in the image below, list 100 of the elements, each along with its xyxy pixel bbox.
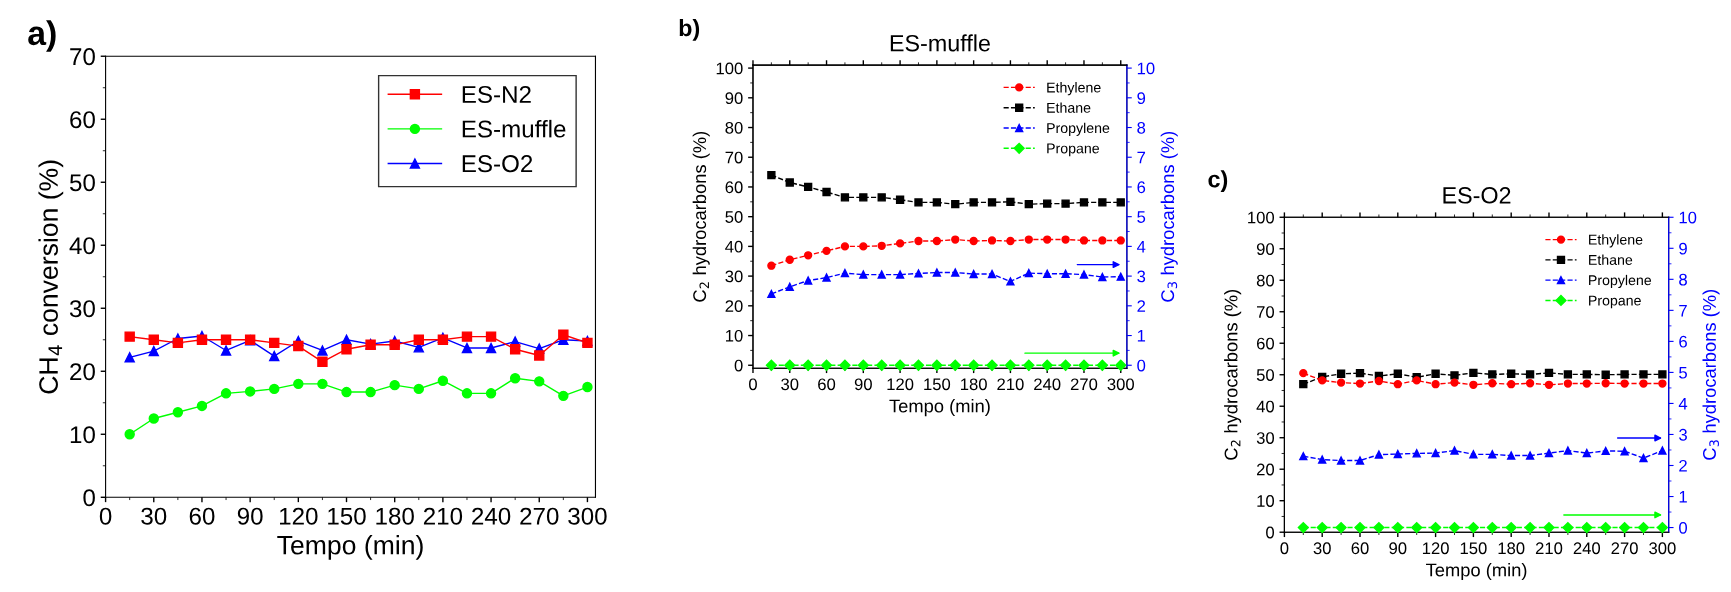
- y2-axis-title: C$_{3}$ hydrocarbons (%): [1702, 289, 1720, 460]
- x-axis-title: Tempo (min): [889, 399, 990, 417]
- y2-tick-label: 7: [1679, 304, 1687, 317]
- y-tick-label: 70: [1257, 306, 1275, 318]
- y-tick-label: 30: [725, 270, 743, 283]
- legend-label: ES-muffle: [462, 119, 566, 138]
- x-tick-label: 120: [280, 507, 318, 525]
- y-tick-label: 40: [725, 240, 743, 253]
- x-tick-label: 300: [1107, 378, 1134, 391]
- y-axis-title: CH$_{4}$ conversion (%): [38, 160, 64, 394]
- x-tick-label: 180: [376, 507, 414, 525]
- y-tick-label: 50: [1256, 369, 1275, 381]
- x-tick-label: 90: [237, 507, 263, 525]
- y2-tick-label: 9: [1137, 92, 1146, 105]
- y2-tick-label: 6: [1679, 335, 1687, 348]
- y2-tick-label: 3: [1137, 270, 1146, 283]
- y-tick-label: 10: [1257, 495, 1275, 507]
- x-tick-label: 120: [1422, 542, 1449, 555]
- y2-tick-label: 4: [1678, 398, 1688, 410]
- text: b): [679, 19, 700, 41]
- legend-label: Ethane: [1047, 102, 1091, 113]
- y-tick-label: 80: [725, 121, 743, 134]
- x-tick-label: 270: [520, 507, 559, 525]
- legend-label: Ethylene: [1589, 234, 1643, 248]
- y-tick-label: 20: [1256, 463, 1275, 476]
- x-tick-label: 240: [1573, 542, 1601, 555]
- y-tick-label: 20: [725, 300, 743, 313]
- x-tick-label: 0: [1280, 542, 1289, 555]
- y-tick-label: 80: [1256, 274, 1275, 287]
- legend-label: Propylene: [1589, 274, 1652, 289]
- y2-tick-label: 5: [1137, 211, 1146, 223]
- y-tick-label: 40: [1256, 400, 1275, 413]
- chart-title: ES-O2: [1443, 187, 1511, 204]
- x-tick-label: 150: [1460, 542, 1487, 555]
- y-tick-label: 50: [725, 211, 743, 223]
- y2-tick-label: 10: [1679, 211, 1697, 224]
- y2-tick-label: 8: [1679, 273, 1687, 286]
- y2-tick-label: 0: [1679, 521, 1688, 534]
- y2-tick-label: 10: [1137, 62, 1155, 75]
- legend-label: ES-N2: [462, 85, 531, 103]
- y2-tick-label: 8: [1137, 121, 1146, 134]
- x-tick-label: 60: [189, 507, 215, 525]
- x-tick-label: 180: [1498, 542, 1525, 555]
- y-tick-label: 60: [725, 181, 743, 194]
- y2-tick-label: 1: [1679, 491, 1687, 503]
- legend-label: Ethane: [1589, 254, 1633, 265]
- y-tick-label: 10: [726, 329, 743, 342]
- x-axis-title: Tempo (min): [277, 535, 423, 560]
- y-tick-label: 100: [1248, 211, 1275, 224]
- y-tick-label: 60: [1256, 337, 1275, 350]
- y2-tick-label: 5: [1679, 366, 1687, 379]
- x-tick-label: 120: [887, 378, 914, 391]
- y-axis-title: C$_{2}$ hydrocarbons (%): [692, 131, 710, 302]
- y-tick-label: 40: [69, 237, 95, 255]
- x-tick-label: 30: [781, 378, 799, 391]
- y-tick-label: 90: [725, 92, 743, 105]
- x-tick-label: 0: [99, 507, 112, 525]
- x-tick-label: 300: [1649, 542, 1676, 555]
- y-tick-label: 70: [70, 48, 95, 66]
- x-tick-label: 150: [328, 507, 366, 525]
- y-tick-label: 0: [1266, 526, 1275, 539]
- y-tick-label: 70: [725, 151, 743, 164]
- x-tick-label: 210: [997, 378, 1024, 391]
- x-tick-label: 210: [1535, 542, 1563, 555]
- y-tick-label: 10: [70, 426, 95, 444]
- y2-tick-label: 2: [1679, 459, 1687, 472]
- y-tick-label: 60: [70, 111, 95, 129]
- y2-tick-label: 0: [1137, 359, 1146, 372]
- x-tick-label: 30: [1313, 542, 1331, 555]
- text: a): [28, 20, 56, 52]
- y2-tick-label: 7: [1137, 151, 1146, 164]
- y-tick-label: 20: [70, 363, 95, 381]
- legend-label: Propane: [1047, 143, 1100, 157]
- x-tick-label: 240: [1034, 378, 1061, 391]
- x-tick-label: 90: [1389, 542, 1407, 555]
- x-tick-label: 270: [1611, 542, 1638, 555]
- y-tick-label: 50: [69, 174, 95, 192]
- y-tick-label: 30: [1256, 432, 1275, 444]
- y-tick-label: 0: [83, 489, 95, 507]
- y2-tick-label: 2: [1137, 300, 1146, 312]
- legend-label: Propane: [1589, 295, 1641, 309]
- chart-title: ES-muffle: [890, 34, 990, 52]
- x-axis-title: Tempo (min): [1426, 563, 1527, 581]
- legend-label: Ethylene: [1047, 82, 1101, 96]
- x-tick-label: 0: [749, 378, 757, 391]
- y-tick-label: 100: [716, 62, 743, 75]
- x-tick-label: 150: [924, 378, 951, 391]
- y2-axis-title: C$_{3}$ hydrocarbons (%): [1160, 131, 1178, 302]
- legend-label: Propylene: [1047, 122, 1110, 136]
- x-tick-label: 210: [423, 507, 463, 525]
- y2-tick-label: 9: [1679, 242, 1687, 255]
- x-tick-label: 240: [472, 507, 511, 525]
- x-tick-label: 60: [1351, 542, 1369, 555]
- x-tick-label: 90: [854, 378, 872, 391]
- y-axis-title: C$_{2}$ hydrocarbons (%): [1224, 289, 1242, 460]
- x-tick-label: 60: [818, 378, 836, 391]
- y-tick-label: 0: [734, 359, 743, 372]
- text: c): [1208, 170, 1228, 193]
- y2-tick-label: 1: [1137, 330, 1146, 342]
- x-tick-label: 300: [568, 507, 607, 525]
